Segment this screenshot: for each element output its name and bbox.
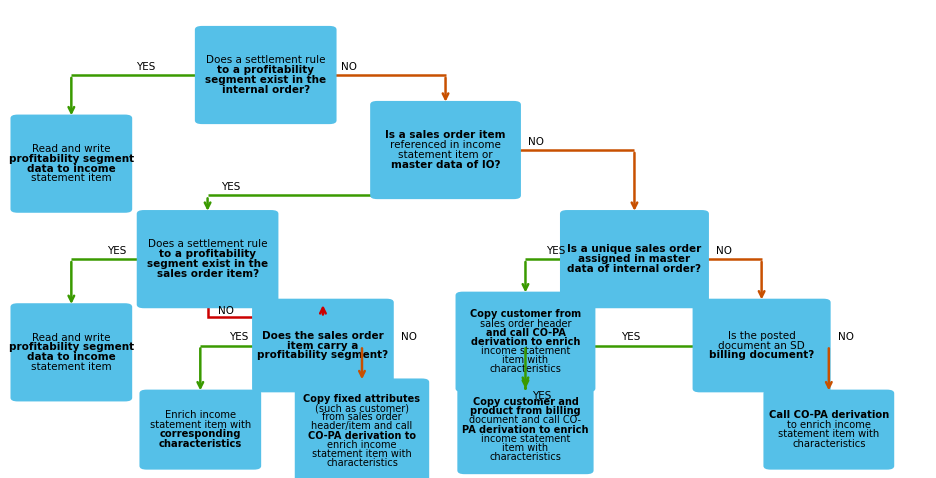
Text: characteristics: characteristics [159, 439, 241, 449]
FancyBboxPatch shape [693, 299, 830, 392]
Text: derivation to enrich: derivation to enrich [471, 337, 580, 347]
Text: sales order item?: sales order item? [156, 269, 258, 279]
Text: characteristics: characteristics [792, 439, 866, 449]
Text: internal order?: internal order? [222, 85, 310, 95]
Text: Read and write: Read and write [32, 144, 110, 154]
Text: statement item with: statement item with [312, 449, 412, 459]
Text: income statement: income statement [481, 434, 570, 444]
Text: Does a settlement rule: Does a settlement rule [148, 239, 268, 250]
Text: Call CO-PA derivation: Call CO-PA derivation [768, 411, 889, 421]
Text: profitability segment: profitability segment [8, 342, 134, 352]
Text: referenced in income: referenced in income [390, 140, 501, 150]
Text: CO-PA derivation to: CO-PA derivation to [308, 431, 416, 441]
Text: profitability segment: profitability segment [8, 154, 134, 164]
Text: statement item: statement item [31, 362, 111, 372]
Text: header/item and call: header/item and call [312, 422, 413, 431]
Text: characteristics: characteristics [326, 458, 398, 468]
Text: enrich income: enrich income [328, 440, 397, 450]
Text: YES: YES [221, 182, 240, 192]
Text: YES: YES [622, 332, 640, 342]
Text: NO: NO [838, 332, 854, 342]
Text: statement item or: statement item or [398, 150, 493, 160]
Text: to a profitability: to a profitability [159, 249, 256, 259]
FancyBboxPatch shape [195, 26, 337, 124]
Text: (such as customer): (such as customer) [315, 403, 409, 413]
Text: segment exist in the: segment exist in the [147, 259, 268, 269]
Text: product from billing: product from billing [470, 406, 580, 416]
FancyBboxPatch shape [139, 390, 261, 469]
FancyBboxPatch shape [370, 101, 521, 199]
Text: Is a sales order item: Is a sales order item [386, 130, 505, 140]
Text: Copy customer and: Copy customer and [473, 397, 578, 407]
Text: to a profitability: to a profitability [217, 65, 314, 75]
Text: Copy customer from: Copy customer from [470, 309, 581, 319]
Text: item carry a: item carry a [287, 340, 358, 350]
Text: characteristics: characteristics [490, 452, 562, 462]
Text: corresponding: corresponding [159, 429, 241, 439]
FancyBboxPatch shape [458, 385, 593, 474]
Text: Is a unique sales order: Is a unique sales order [567, 244, 702, 254]
Text: Does a settlement rule: Does a settlement rule [206, 55, 326, 65]
FancyBboxPatch shape [137, 210, 278, 308]
FancyBboxPatch shape [764, 390, 894, 469]
Text: data to income: data to income [27, 163, 116, 174]
Text: statement item with: statement item with [150, 420, 251, 430]
Text: NO: NO [716, 246, 732, 256]
Text: document an SD: document an SD [718, 340, 805, 350]
Text: Is the posted: Is the posted [727, 331, 796, 341]
Text: Does the sales order: Does the sales order [262, 331, 384, 341]
Text: billing document?: billing document? [709, 350, 814, 360]
Text: Enrich income: Enrich income [165, 411, 236, 421]
Text: NO: NO [342, 62, 358, 72]
Text: YES: YES [229, 332, 249, 342]
FancyBboxPatch shape [10, 303, 132, 402]
FancyBboxPatch shape [560, 210, 709, 308]
FancyBboxPatch shape [295, 379, 430, 478]
FancyBboxPatch shape [456, 292, 595, 392]
Text: from sales order: from sales order [322, 412, 402, 422]
Text: profitability segment?: profitability segment? [257, 350, 388, 360]
Text: master data of IO?: master data of IO? [391, 160, 500, 170]
Text: assigned in master: assigned in master [578, 254, 691, 264]
Text: NO: NO [528, 137, 545, 147]
Text: and call CO-PA: and call CO-PA [486, 328, 565, 337]
Text: item with: item with [503, 443, 548, 453]
Text: Copy fixed attributes: Copy fixed attributes [303, 394, 420, 404]
Text: YES: YES [107, 246, 126, 256]
Text: sales order header: sales order header [480, 318, 571, 328]
FancyBboxPatch shape [252, 299, 394, 392]
Text: to enrich income: to enrich income [787, 420, 870, 430]
Text: YES: YES [533, 391, 551, 401]
Text: document and call CO-: document and call CO- [470, 415, 581, 425]
FancyBboxPatch shape [10, 115, 132, 213]
Text: data of internal order?: data of internal order? [567, 264, 701, 274]
Text: Read and write: Read and write [32, 333, 110, 343]
Text: income statement: income statement [481, 346, 570, 356]
Text: statement item with: statement item with [778, 429, 880, 439]
Text: NO: NO [402, 332, 417, 342]
Text: statement item: statement item [31, 174, 111, 184]
Text: data to income: data to income [27, 352, 116, 362]
Text: item with: item with [503, 355, 548, 365]
Text: PA derivation to enrich: PA derivation to enrich [462, 424, 589, 435]
Text: characteristics: characteristics [490, 364, 562, 374]
Text: YES: YES [136, 62, 155, 72]
Text: NO: NO [218, 306, 234, 316]
Text: YES: YES [546, 246, 565, 256]
Text: segment exist in the: segment exist in the [205, 75, 327, 85]
